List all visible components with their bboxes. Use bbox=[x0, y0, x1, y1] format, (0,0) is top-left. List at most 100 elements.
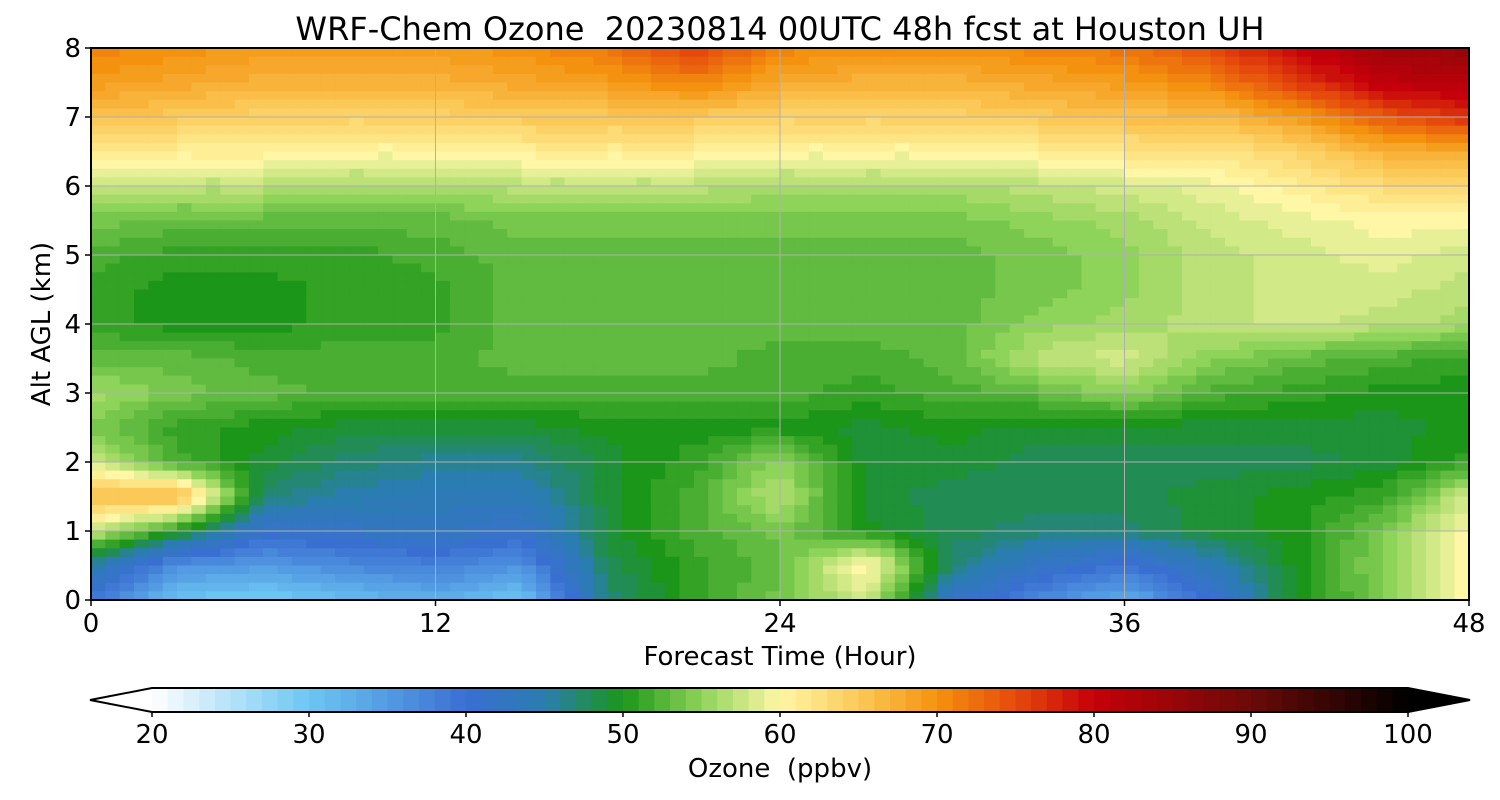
contour-cell bbox=[421, 91, 437, 101]
contour-cell bbox=[535, 73, 551, 84]
contour-cell bbox=[335, 168, 350, 178]
contour-cell bbox=[1153, 117, 1169, 127]
contour-cell bbox=[679, 263, 695, 273]
contour-cell bbox=[880, 479, 896, 489]
contour-cell bbox=[535, 91, 551, 101]
contour-cell bbox=[105, 375, 121, 385]
contour-cell bbox=[306, 134, 322, 144]
contour-cell bbox=[91, 220, 106, 230]
contour-cell bbox=[91, 393, 106, 403]
contour-cell bbox=[1440, 289, 1456, 299]
contour-cell bbox=[105, 315, 121, 325]
contour-cell bbox=[492, 134, 508, 144]
contour-cell bbox=[636, 125, 652, 135]
contour-cell bbox=[1454, 99, 1469, 109]
contour-cell bbox=[464, 375, 480, 385]
contour-cell bbox=[105, 211, 121, 222]
contour-cell bbox=[435, 341, 451, 351]
contour-cell bbox=[722, 229, 738, 239]
contour-cell bbox=[507, 298, 523, 308]
contour-cell bbox=[1311, 229, 1327, 239]
contour-cell bbox=[191, 91, 207, 101]
contour-cell bbox=[349, 487, 365, 498]
contour-cell bbox=[1425, 194, 1441, 204]
contour-cell bbox=[507, 142, 523, 153]
contour-cell bbox=[492, 349, 508, 360]
contour-cell bbox=[851, 384, 867, 394]
contour-cell bbox=[478, 393, 494, 403]
contour-cell bbox=[679, 117, 695, 127]
contour-cell bbox=[650, 220, 666, 230]
contour-cell bbox=[1253, 125, 1269, 135]
contour-cell bbox=[105, 384, 121, 394]
contour-cell bbox=[722, 263, 738, 273]
contour-cell bbox=[1339, 427, 1355, 437]
contour-cell bbox=[995, 177, 1011, 187]
contour-cell bbox=[507, 393, 523, 403]
contour-cell bbox=[1354, 418, 1370, 429]
contour-cell bbox=[521, 358, 537, 368]
contour-cell bbox=[1009, 280, 1025, 291]
contour-cell bbox=[837, 315, 853, 325]
contour-cell bbox=[392, 401, 408, 411]
contour-cell bbox=[306, 410, 322, 420]
contour-cell bbox=[105, 220, 121, 230]
contour-cell bbox=[435, 56, 451, 66]
contour-cell bbox=[1440, 99, 1456, 109]
contour-cell bbox=[191, 341, 207, 351]
contour-cell bbox=[880, 289, 896, 299]
contour-cell bbox=[808, 384, 824, 394]
contour-cell bbox=[866, 203, 882, 213]
contour-cell bbox=[1311, 125, 1327, 135]
contour-cell bbox=[1382, 427, 1398, 437]
contour-cell bbox=[780, 151, 795, 161]
contour-cell bbox=[966, 237, 982, 247]
contour-cell bbox=[579, 177, 594, 187]
contour-cell bbox=[794, 246, 810, 256]
contour-cell bbox=[851, 298, 867, 308]
contour-cell bbox=[220, 298, 236, 308]
contour-cell bbox=[378, 289, 394, 299]
contour-cell bbox=[478, 186, 494, 196]
contour-cell bbox=[765, 177, 781, 187]
contour-cell bbox=[1239, 160, 1255, 170]
contour-cell bbox=[1081, 73, 1097, 84]
contour-cell bbox=[363, 82, 379, 92]
contour-cell bbox=[665, 470, 681, 480]
contour-cell bbox=[851, 272, 867, 282]
contour-cell bbox=[464, 56, 480, 66]
contour-cell bbox=[1038, 151, 1054, 161]
contour-cell bbox=[248, 117, 264, 127]
contour-cell bbox=[1311, 332, 1327, 342]
contour-cell bbox=[435, 453, 451, 463]
contour-cell bbox=[464, 203, 480, 213]
contour-cell bbox=[736, 117, 752, 127]
contour-cell bbox=[177, 142, 193, 153]
contour-cell bbox=[363, 125, 379, 135]
contour-cell bbox=[478, 91, 494, 101]
contour-cell bbox=[1138, 375, 1154, 385]
contour-cell bbox=[1067, 65, 1083, 75]
contour-cell bbox=[1454, 108, 1469, 118]
contour-cell bbox=[722, 125, 738, 135]
contour-cell bbox=[1067, 487, 1083, 498]
contour-cell bbox=[679, 134, 695, 144]
contour-cell bbox=[880, 255, 896, 265]
contour-cell bbox=[693, 211, 709, 222]
contour-cell bbox=[751, 487, 767, 498]
contour-cell bbox=[923, 48, 939, 58]
contour-cell bbox=[1325, 384, 1341, 394]
contour-cell bbox=[1024, 272, 1039, 282]
contour-cell bbox=[1296, 177, 1312, 187]
contour-cell bbox=[636, 48, 652, 58]
contour-cell bbox=[622, 479, 638, 489]
contour-cell bbox=[1167, 358, 1183, 368]
contour-cell bbox=[693, 487, 709, 498]
contour-cell bbox=[966, 453, 982, 463]
contour-cell bbox=[220, 168, 236, 178]
contour-cell bbox=[607, 332, 623, 342]
contour-cell bbox=[1167, 203, 1183, 213]
contour-cell bbox=[650, 168, 666, 178]
contour-cell bbox=[248, 56, 264, 66]
contour-cell bbox=[593, 203, 609, 213]
